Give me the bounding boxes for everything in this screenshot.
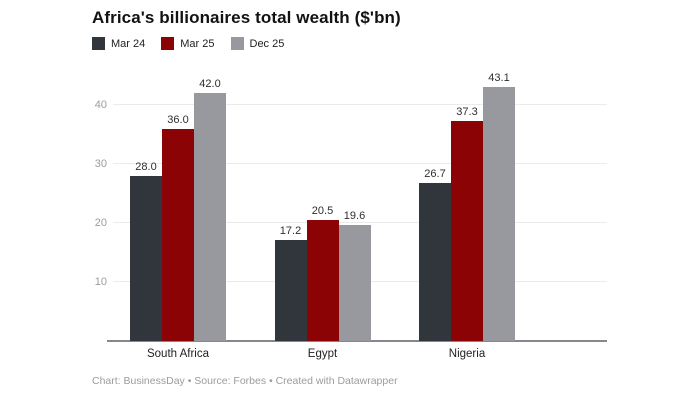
legend-item-dec-25[interactable]: Dec 25 — [230, 37, 285, 50]
chart-footer: Chart: BusinessDay • Source: Forbes • Cr… — [92, 375, 398, 387]
legend-item-mar-24[interactable]: Mar 24 — [92, 37, 145, 50]
bar-mar-25[interactable] — [162, 128, 194, 341]
y-tick-label: 20 — [94, 217, 107, 229]
bar-value-label: 37.3 — [456, 105, 478, 118]
bar-value-label: 19.6 — [343, 210, 366, 223]
category-label: South Africa — [146, 348, 209, 360]
category-label: Egypt — [307, 348, 338, 360]
bar-column: 26.7 — [419, 58, 451, 341]
bar-mar-25[interactable] — [451, 120, 483, 341]
bar-column: 20.5 — [306, 58, 339, 341]
bar-column: 28.0 — [130, 58, 162, 341]
bar-column: 17.2 — [274, 58, 307, 341]
bar-value-label: 36.0 — [167, 113, 189, 126]
bar-mar-24[interactable] — [130, 175, 162, 341]
bar-value-label: 17.2 — [279, 224, 302, 237]
bar-mar-25[interactable] — [306, 220, 339, 341]
legend-item-mar-25[interactable]: Mar 25 — [161, 37, 215, 50]
bar-column: 37.3 — [451, 58, 483, 341]
gridline-40 — [113, 104, 607, 105]
y-tick-label: 10 — [94, 276, 107, 288]
bar-dec-25[interactable] — [194, 93, 226, 341]
legend-item-label: Dec 25 — [249, 37, 285, 50]
bar-dec-25[interactable] — [483, 86, 515, 341]
legend-item-label: Mar 25 — [180, 37, 215, 50]
bar-column: 19.6 — [338, 58, 371, 341]
category-label: Nigeria — [448, 348, 486, 360]
bar-mar-24[interactable] — [274, 239, 307, 341]
bar-group-south-africa: 28.0 36.0 42.0 — [130, 58, 226, 341]
bar-group-nigeria: 26.7 37.3 43.1 — [419, 58, 515, 341]
bar-column: 42.0 — [194, 58, 226, 341]
legend-swatch-icon — [92, 37, 105, 50]
legend-swatch-icon — [161, 37, 175, 50]
legend: Mar 24 Mar 25 Dec 25 — [92, 37, 284, 50]
bar-column: 43.1 — [483, 58, 515, 341]
legend-item-label: Mar 24 — [111, 37, 146, 50]
bar-group-egypt: 17.2 20.5 19.6 — [274, 58, 371, 341]
y-tick-label: 30 — [94, 158, 107, 170]
y-tick-label: 40 — [94, 99, 107, 111]
x-axis-line — [107, 340, 607, 342]
legend-swatch-icon — [230, 37, 244, 50]
bar-value-label: 28.0 — [135, 160, 157, 173]
bar-value-label: 20.5 — [311, 205, 334, 218]
bar-column: 36.0 — [162, 58, 194, 341]
chart-title: Africa's billionaires total wealth ($'bn… — [92, 8, 401, 27]
gridline-30 — [113, 163, 607, 164]
bar-value-label: 26.7 — [424, 168, 446, 181]
bar-mar-24[interactable] — [419, 183, 451, 341]
bar-value-label: 43.1 — [488, 71, 510, 84]
bar-value-label: 42.0 — [199, 78, 221, 91]
gridline-20 — [113, 222, 607, 223]
bar-dec-25[interactable] — [338, 225, 371, 341]
plot-area: 10 20 30 40 28.0 36.0 42.0 South Africa 17.2 20.5… — [95, 58, 607, 360]
